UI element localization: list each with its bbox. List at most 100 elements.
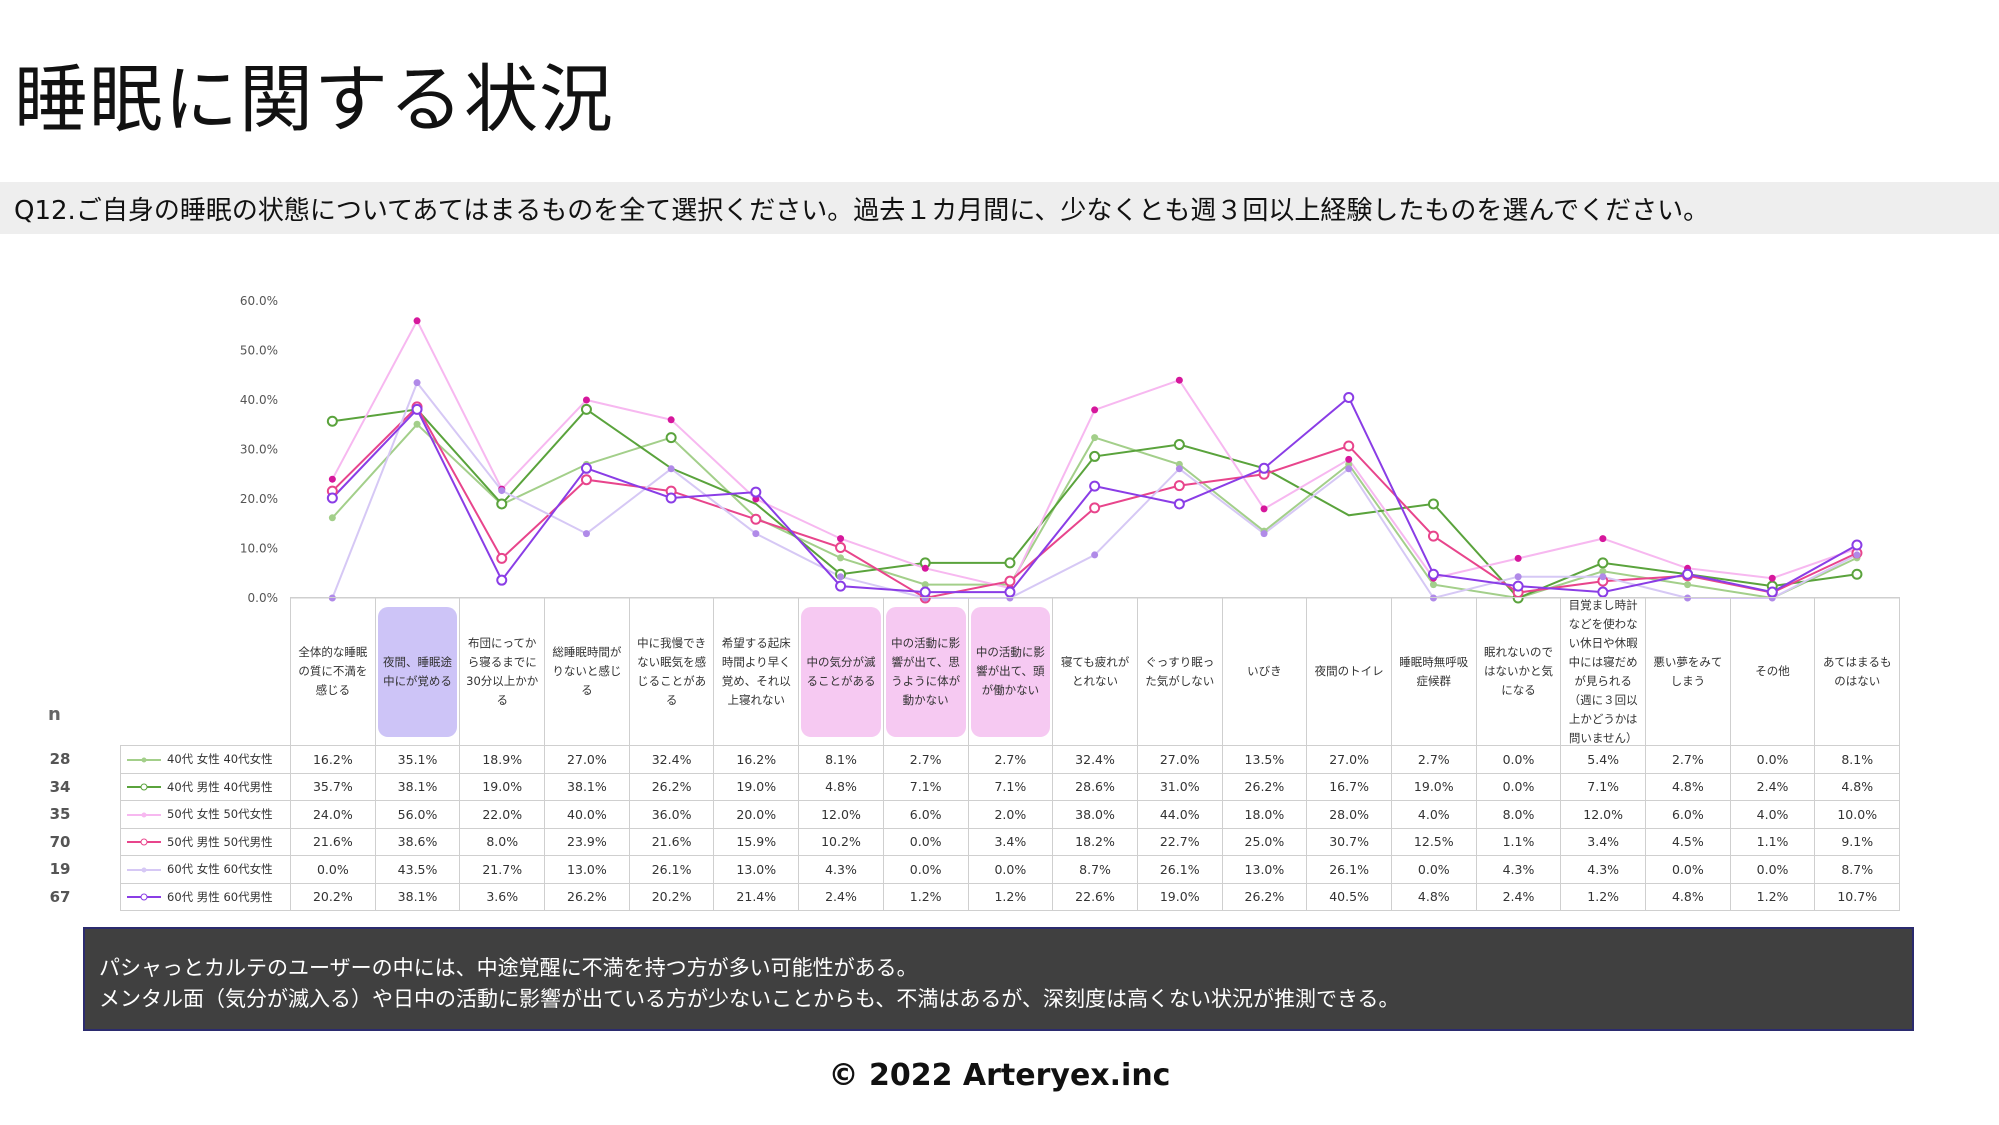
series-6-point	[1597, 586, 1609, 598]
table-row: 40代 男性 40代男性 35.7% 38.1% 19.0% 38.1% 26.2% 19.…	[120, 772, 1901, 801]
table-cell: 7.1%	[1560, 772, 1646, 801]
table-cell: 12.0%	[1560, 800, 1646, 829]
legend-label: 60代 女性 60代女性	[167, 862, 273, 877]
sample-size: 28	[49, 750, 71, 768]
series-4-point	[835, 542, 847, 554]
legend-swatch	[127, 757, 161, 763]
series-5-point	[837, 573, 845, 581]
table-cell: 1.2%	[1729, 882, 1816, 911]
table-cell: 21.7%	[459, 855, 546, 884]
table-cell: 22.0%	[459, 800, 546, 829]
series-6-point	[580, 462, 592, 474]
table-cell: 4.8%	[1645, 882, 1731, 911]
series-1-point	[413, 420, 421, 428]
sample-size: 35	[49, 805, 71, 823]
table-cell: 13.0%	[713, 855, 800, 884]
table-cell: 35.1%	[374, 745, 461, 774]
series-2-point	[665, 432, 677, 444]
category-label-text: あてはまるものはない	[1822, 654, 1892, 688]
series-5-point	[582, 530, 590, 538]
table-cell: 10.7%	[1814, 882, 1901, 911]
table-cell: 8.7%	[1814, 855, 1901, 884]
table-cell: 0.0%	[1475, 745, 1562, 774]
table-row: 60代 男性 60代男性 20.2% 38.1% 3.6% 26.2% 20.2% 21.4…	[120, 882, 1901, 911]
series-6-point	[326, 492, 338, 504]
table-cell: 2.7%	[882, 745, 969, 774]
table-cell: 19.0%	[1390, 772, 1477, 801]
series-6-point	[1258, 462, 1270, 474]
series-5-point	[1514, 573, 1522, 581]
table-cell: 2.7%	[967, 745, 1054, 774]
table-cell: 23.9%	[544, 827, 630, 856]
series-4-point	[1004, 575, 1016, 587]
series-3-point	[837, 535, 845, 543]
table-cell: 38.6%	[374, 827, 461, 856]
series-5-point	[1599, 573, 1607, 581]
table-cell: 19.0%	[1136, 882, 1223, 911]
table-row: 50代 男性 50代男性 21.6% 38.6% 8.0% 23.9% 21.6% 15.9…	[120, 827, 1901, 856]
category-label: 夜間、睡眠途中にが覚める	[374, 597, 461, 746]
summary-line-2: メンタル面（気分が滅入る）や日中の活動に影響が出ている方が少ないことからも、不満…	[99, 987, 1400, 1011]
legend-entry: 50代 男性 50代男性	[120, 827, 291, 856]
summary-line-1: パシャっとカルテのユーザーの中には、中途覚醒に不満を持つ方が多い可能性がある。	[99, 956, 918, 980]
data-table: 全体的な睡眠の質に不満を感じる 夜間、睡眠途中にが覚める 布団にってから寝るまでに3…	[120, 597, 1901, 911]
legend-label: 50代 男性 50代男性	[167, 834, 273, 849]
table-cell: 2.7%	[1645, 745, 1731, 774]
category-label-text: 夜間、睡眠途中にが覚める	[377, 606, 458, 737]
category-label-text: 目覚まし時計などを使わない休日や休暇中には寝だめが見られる（週に３回以上かどうか…	[1568, 597, 1638, 745]
legend-entry: 60代 男性 60代男性	[120, 882, 291, 911]
table-cell: 26.2%	[628, 772, 715, 801]
table-cell: 38.0%	[1052, 800, 1138, 829]
table-cell: 6.0%	[882, 800, 969, 829]
category-label: 布団にってから寝るまでに30分以上かかる	[459, 597, 546, 746]
table-cell: 8.0%	[1475, 800, 1562, 829]
table-cell: 35.7%	[290, 772, 376, 801]
category-label-text: 中の活動に影響が出て、思うように体が動かない	[885, 606, 966, 737]
table-cell: 40.0%	[544, 800, 630, 829]
legend-swatch	[127, 893, 161, 901]
table-cell: 21.4%	[713, 882, 800, 911]
series-2-point	[1173, 439, 1185, 451]
table-cell: 21.6%	[628, 827, 715, 856]
table-cell: 0.0%	[882, 855, 969, 884]
table-cell: 7.1%	[882, 772, 969, 801]
table-cell: 13.0%	[544, 855, 630, 884]
sample-size: 34	[49, 777, 71, 796]
category-label: あてはまるものはない	[1814, 597, 1901, 746]
category-label: いびき	[1221, 597, 1308, 746]
table-cell: 2.4%	[798, 882, 884, 911]
y-tick-label: 60.0%	[240, 294, 278, 308]
table-cell: 20.2%	[628, 882, 715, 911]
series-6-point	[411, 403, 423, 415]
legend-label: 40代 男性 40代男性	[167, 779, 273, 794]
table-cell: 18.2%	[1052, 827, 1138, 856]
series-4-point	[1343, 440, 1355, 452]
category-label-text: その他	[1755, 664, 1790, 678]
series-6-point	[1343, 392, 1355, 404]
table-cell: 1.2%	[1560, 882, 1646, 911]
category-label: 中の気分が滅ることがある	[798, 597, 884, 746]
table-row: 40代 女性 40代女性 16.2% 35.1% 18.9% 27.0% 32.4% 16.…	[120, 745, 1901, 774]
series-3-point	[1345, 455, 1353, 463]
table-cell: 26.2%	[544, 882, 630, 911]
legend-swatch	[127, 783, 161, 791]
question-bar: Q12.ご自身の睡眠の状態についてあてはまるものを全て選択ください。過去１カ月間…	[0, 182, 1999, 234]
category-label: 総睡眠時間がりないと感じる	[544, 597, 630, 746]
table-cell: 2.4%	[1729, 772, 1816, 801]
table-cell: 10.2%	[798, 827, 884, 856]
category-label-text: 希望する起床時間より早く覚め、それ以上寝れない	[721, 635, 791, 707]
table-cell: 4.0%	[1390, 800, 1477, 829]
series-3-point	[1260, 505, 1268, 513]
table-cell: 3.6%	[459, 882, 546, 911]
series-1-point	[921, 581, 929, 589]
table-cell: 4.8%	[1390, 882, 1477, 911]
table-cell: 5.4%	[1560, 745, 1646, 774]
category-label-text: いびき	[1247, 664, 1282, 678]
legend-entry: 40代 女性 40代女性	[120, 745, 291, 774]
series-1-point	[837, 554, 845, 562]
series-6-point	[496, 574, 508, 586]
category-label: 希望する起床時間より早く覚め、それ以上寝れない	[713, 597, 800, 746]
y-tick-label: 30.0%	[240, 443, 278, 457]
table-cell: 16.2%	[713, 745, 800, 774]
table-cell: 43.5%	[374, 855, 461, 884]
